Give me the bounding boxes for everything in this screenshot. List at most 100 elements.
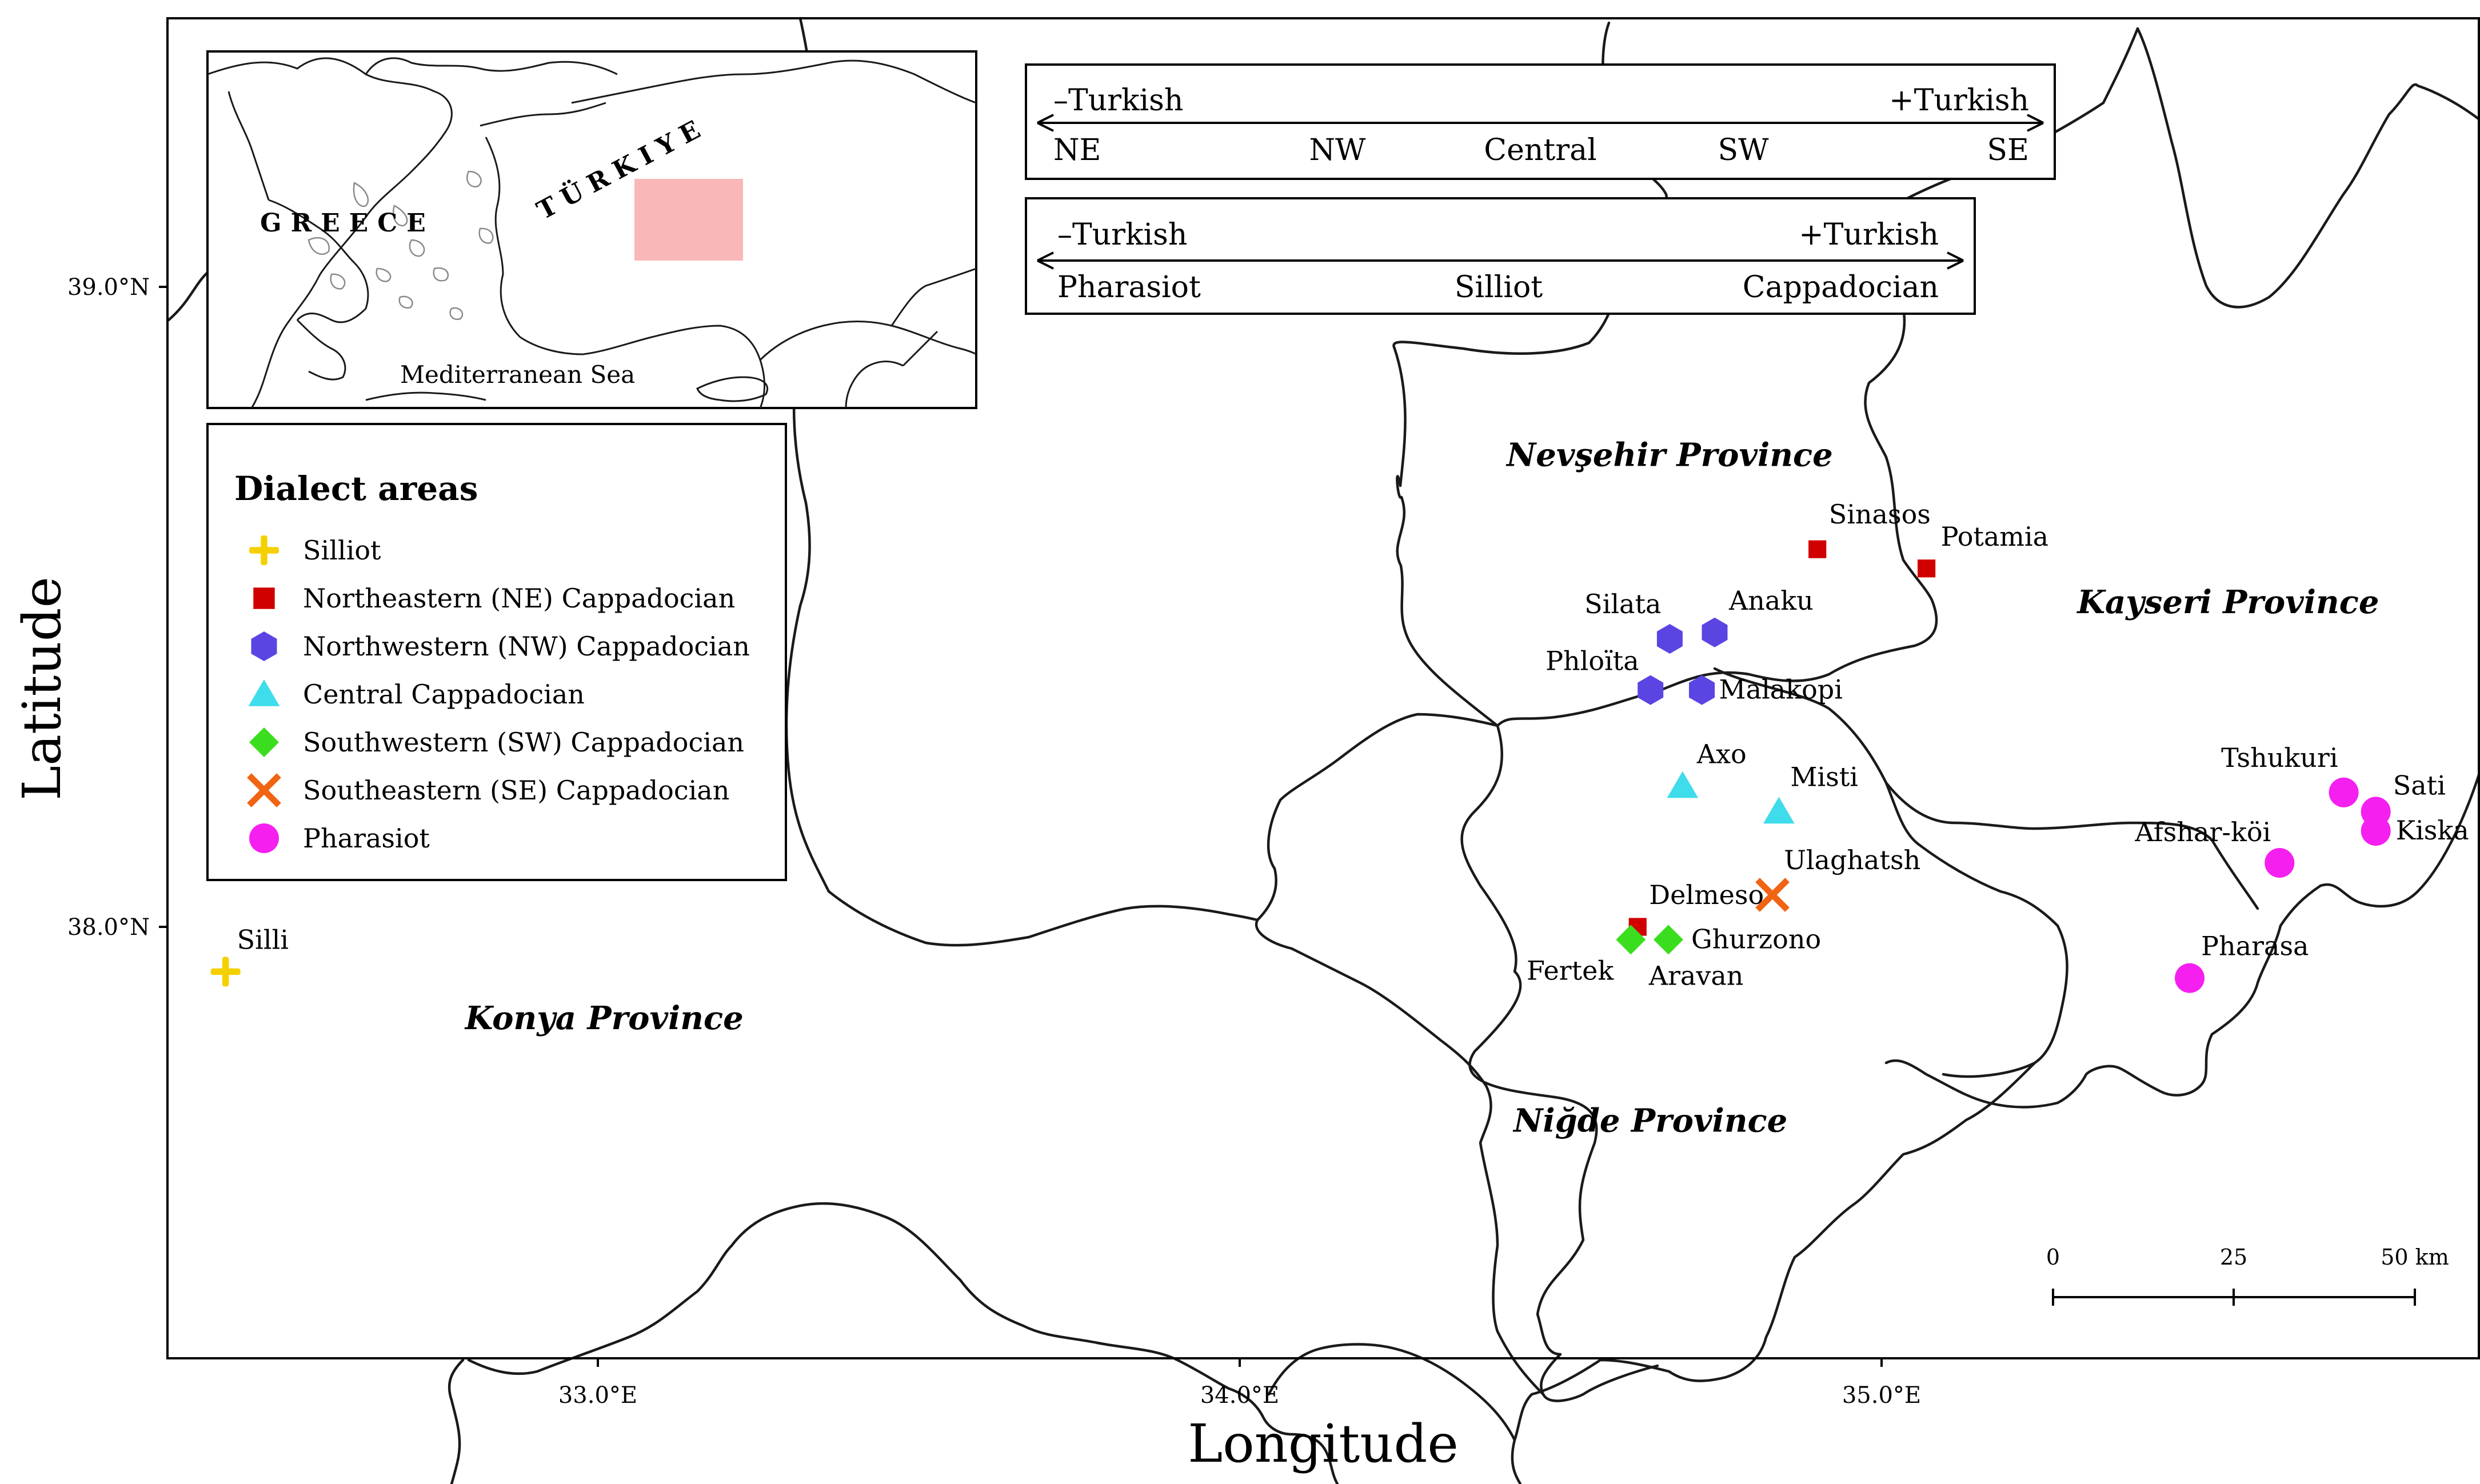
x-tick-label: 35.0°E xyxy=(1842,1382,1921,1409)
legend-label: Southeastern (SE) Cappadocian xyxy=(303,775,729,806)
place-label: Silata xyxy=(1584,589,1661,619)
place-anaku: Anaku xyxy=(1702,585,1814,647)
place-pharasa: Pharasa xyxy=(2175,931,2309,993)
place-ghurzono: Ghurzono xyxy=(1653,923,1821,955)
legend-item-pharasiot: Pharasiot xyxy=(249,823,430,854)
ne-marker-icon xyxy=(1918,559,1936,578)
continuum1-ne: NE xyxy=(1053,133,1101,167)
province-label: Nevşehir Province xyxy=(1505,437,1833,474)
sw-marker-icon xyxy=(249,727,279,757)
legend: Dialect areas Silliot Northeastern (NE) C… xyxy=(206,423,787,881)
place-label: Ulaghatsh xyxy=(1784,845,1920,875)
axis-ticks: 33.0°E 34.0°E 35.0°E 39.0°N 38.0°N xyxy=(67,274,1921,1409)
place-afshar-k-i: Afshar-köi xyxy=(2134,817,2295,878)
central-marker-icon xyxy=(248,679,280,706)
place-potamia: Potamia xyxy=(1918,521,2048,578)
continuum2-right: +Turkish xyxy=(1799,218,1939,252)
continuum1-sw: SW xyxy=(1718,133,1769,167)
place-silata: Silata xyxy=(1584,589,1683,654)
legend-label: Central Cappadocian xyxy=(303,679,585,710)
place-label: Fertek xyxy=(1527,955,1614,986)
province-labels: Nevşehir Province Kayseri Province Konya P… xyxy=(464,437,2379,1140)
legend-item-se: Southeastern (SE) Cappadocian xyxy=(247,773,729,807)
scale-label-0: 0 xyxy=(2046,1245,2060,1270)
place-misti: Misti xyxy=(1763,761,1858,824)
place-aravan: Aravan xyxy=(1648,960,1744,991)
central-marker-icon xyxy=(1763,797,1795,824)
se-marker-icon xyxy=(247,773,281,807)
greece-label: GREECE xyxy=(260,209,435,238)
places: Silli Sinasos Potamia Delmeso Silata Anaku Phl… xyxy=(210,499,2469,993)
continuum1-nw: NW xyxy=(1309,133,1367,167)
legend-title: Dialect areas xyxy=(234,469,478,508)
place-malakopi: Malakopi xyxy=(1689,674,1843,705)
place-label: Ghurzono xyxy=(1691,923,1821,954)
place-label: Potamia xyxy=(1941,521,2048,552)
nw-marker-icon xyxy=(1656,624,1683,654)
place-label: Misti xyxy=(1790,761,1858,792)
study-area-highlight xyxy=(634,179,743,261)
place-tshukuri: Tshukuri xyxy=(2221,742,2359,807)
ne-marker-icon xyxy=(1808,540,1827,558)
place-fertek: Fertek xyxy=(1527,925,1646,986)
legend-label: Northwestern (NW) Cappadocian xyxy=(303,631,750,662)
pharasiot-marker-icon xyxy=(2265,848,2295,878)
place-label: Malakopi xyxy=(1719,674,1843,705)
province-label: Kayseri Province xyxy=(2076,583,2379,621)
legend-item-central: Central Cappadocian xyxy=(248,679,585,710)
legend-item-sw: Southwestern (SW) Cappadocian xyxy=(249,727,744,758)
continuum1-right: +Turkish xyxy=(1889,83,2029,118)
pharasiot-marker-icon xyxy=(249,823,279,853)
map-frame xyxy=(166,17,2480,1359)
place-axo: Axo xyxy=(1667,739,1747,798)
legend-label: Pharasiot xyxy=(303,823,430,854)
se-marker-icon xyxy=(1755,878,1790,912)
place-label: Delmeso xyxy=(1649,879,1764,910)
continuum1-se: SE xyxy=(1987,133,2029,167)
pharasiot-marker-icon xyxy=(2361,816,2391,846)
continuum1-left: –Turkish xyxy=(1053,83,1183,118)
sw-marker-icon xyxy=(1616,925,1646,955)
nw-marker-icon xyxy=(251,631,277,661)
sea-label: Mediterranean Sea xyxy=(400,361,635,389)
legend-label: Northeastern (NE) Cappadocian xyxy=(303,583,735,614)
y-axis-label: Latitude xyxy=(11,577,73,801)
place-ulaghatsh: Ulaghatsh xyxy=(1755,845,1920,912)
place-label: Sinasos xyxy=(1829,499,1931,530)
silliot-marker-icon xyxy=(249,535,279,565)
y-tick-label: 38.0°N xyxy=(67,914,150,941)
province-label: Niğde Province xyxy=(1512,1102,1787,1139)
ne-marker-icon xyxy=(253,587,275,609)
place-label: Phloïta xyxy=(1545,646,1639,677)
province-label: Konya Province xyxy=(464,999,744,1037)
place-label: Tshukuri xyxy=(2221,742,2338,773)
sw-marker-icon xyxy=(1653,925,1683,955)
x-axis-label: Longitude xyxy=(1188,1413,1459,1474)
x-tick-label: 33.0°E xyxy=(558,1382,637,1409)
place-phlo-ta: Phloïta xyxy=(1545,646,1664,705)
nw-marker-icon xyxy=(1689,675,1715,705)
continuum-dialects: –Turkish +Turkish NE NW Central SW SE –T… xyxy=(1025,63,2056,315)
place-label: Aravan xyxy=(1648,960,1744,991)
place-label: Anaku xyxy=(1728,585,1814,616)
place-sinasos: Sinasos xyxy=(1808,499,1931,558)
nw-marker-icon xyxy=(1702,617,1728,647)
central-marker-icon xyxy=(1667,771,1699,798)
legend-label: Southwestern (SW) Cappadocian xyxy=(303,727,744,758)
y-tick-label: 39.0°N xyxy=(67,274,150,301)
place-label: Kiska xyxy=(2396,815,2469,846)
place-label: Silli xyxy=(237,924,289,955)
place-label: Axo xyxy=(1696,739,1747,770)
continuum1-central: Central xyxy=(1484,133,1596,167)
continuum2-cappadocian: Cappadocian xyxy=(1743,270,1939,305)
place-kiska: Kiska xyxy=(2361,815,2469,846)
place-delmeso: Delmeso xyxy=(1628,879,1764,936)
silliot-marker-icon xyxy=(210,957,241,987)
scale-label-50: 50 km xyxy=(2381,1245,2449,1270)
continuum2-pharasiot: Pharasiot xyxy=(1057,270,1201,305)
pharasiot-marker-icon xyxy=(2175,963,2205,993)
continuum2-silliot: Silliot xyxy=(1455,270,1543,305)
pharasiot-marker-icon xyxy=(2329,777,2359,807)
legend-item-silliot: Silliot xyxy=(249,535,381,566)
